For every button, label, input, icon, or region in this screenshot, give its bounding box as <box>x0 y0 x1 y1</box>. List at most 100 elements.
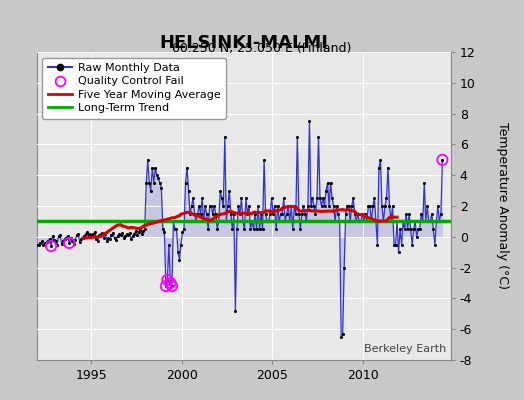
Point <box>39 242 48 248</box>
Point <box>233 226 241 232</box>
Point <box>428 210 436 217</box>
Point <box>80 233 89 239</box>
Point <box>399 218 407 225</box>
Point <box>101 231 110 238</box>
Point <box>77 236 85 242</box>
Point <box>91 229 99 235</box>
Point <box>97 231 105 238</box>
Point <box>95 232 104 238</box>
Point <box>366 203 374 209</box>
Point <box>400 226 409 232</box>
Point <box>290 203 299 209</box>
Point <box>145 180 154 186</box>
Point <box>109 230 117 236</box>
Point <box>409 226 418 232</box>
Point <box>267 195 276 202</box>
Point <box>144 156 152 163</box>
Point <box>242 195 250 202</box>
Point <box>74 230 82 237</box>
Point <box>83 229 92 235</box>
Point <box>65 240 73 246</box>
Point <box>176 257 184 263</box>
Point <box>385 203 394 209</box>
Point <box>416 226 424 232</box>
Point <box>68 238 77 244</box>
Point <box>33 242 41 248</box>
Point <box>184 187 193 194</box>
Point <box>178 229 187 235</box>
Point <box>363 218 371 225</box>
Point <box>62 234 70 241</box>
Point <box>320 203 329 209</box>
Point <box>47 243 55 249</box>
Point <box>172 226 181 232</box>
Text: 60.250 N, 25.050 E (Finland): 60.250 N, 25.050 E (Finland) <box>172 42 352 55</box>
Point <box>118 230 126 236</box>
Point <box>279 195 288 202</box>
Point <box>277 210 285 217</box>
Point <box>171 226 179 232</box>
Point <box>192 218 200 225</box>
Point <box>127 236 135 242</box>
Point <box>383 195 391 202</box>
Point <box>330 203 338 209</box>
Point <box>36 240 45 246</box>
Point <box>355 218 364 225</box>
Point <box>42 239 51 245</box>
Point <box>104 235 113 242</box>
Point <box>372 218 380 225</box>
Point <box>130 230 138 237</box>
Point <box>337 334 345 340</box>
Point <box>379 218 388 225</box>
Point <box>429 226 438 232</box>
Point <box>151 164 159 171</box>
Point <box>351 210 359 217</box>
Point <box>275 218 283 225</box>
Point <box>174 249 182 256</box>
Point <box>397 241 406 248</box>
Point <box>166 280 174 286</box>
Point <box>125 230 134 236</box>
Point <box>245 203 253 209</box>
Point <box>47 243 55 249</box>
Point <box>438 156 446 163</box>
Point <box>168 283 176 289</box>
Point <box>243 210 252 217</box>
Point <box>438 156 446 163</box>
Point <box>255 226 264 232</box>
Point <box>136 227 145 233</box>
Point <box>56 232 64 238</box>
Point <box>149 180 158 186</box>
Point <box>307 203 315 209</box>
Point <box>257 210 265 217</box>
Point <box>426 218 434 225</box>
Point <box>431 241 439 248</box>
Point <box>332 203 341 209</box>
Point <box>75 239 84 245</box>
Point <box>168 283 176 289</box>
Point <box>390 241 398 248</box>
Point <box>246 226 255 232</box>
Point <box>237 195 246 202</box>
Point <box>59 238 67 244</box>
Point <box>79 234 87 241</box>
Point <box>387 218 395 225</box>
Point <box>281 218 289 225</box>
Point <box>159 226 167 232</box>
Point <box>183 164 191 171</box>
Point <box>230 210 238 217</box>
Point <box>160 229 169 235</box>
Point <box>342 210 350 217</box>
Point <box>420 180 429 186</box>
Point <box>205 203 214 209</box>
Point <box>286 218 294 225</box>
Point <box>140 226 149 232</box>
Point <box>294 210 303 217</box>
Point <box>328 195 336 202</box>
Point <box>201 203 210 209</box>
Point <box>364 203 373 209</box>
Point <box>310 203 318 209</box>
Point <box>419 218 427 225</box>
Point <box>132 228 140 235</box>
Point <box>319 195 327 202</box>
